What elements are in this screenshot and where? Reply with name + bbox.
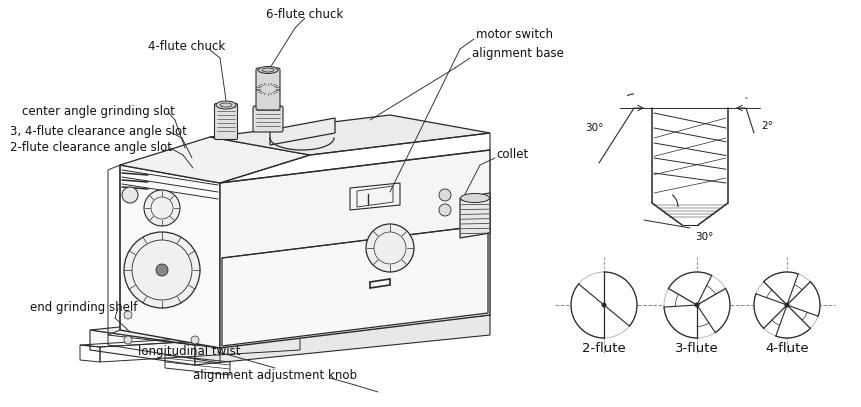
Ellipse shape (258, 66, 278, 74)
Circle shape (191, 336, 199, 344)
Text: 4-flute chuck: 4-flute chuck (148, 39, 226, 53)
Circle shape (439, 189, 451, 201)
Circle shape (754, 272, 820, 338)
Circle shape (144, 190, 180, 226)
Polygon shape (460, 193, 490, 238)
Circle shape (122, 187, 138, 203)
Text: 3-flute: 3-flute (675, 341, 719, 354)
Polygon shape (90, 330, 195, 365)
Text: center angle grinding slot: center angle grinding slot (22, 105, 175, 118)
Polygon shape (220, 150, 490, 348)
Circle shape (439, 204, 451, 216)
Polygon shape (120, 165, 220, 348)
Ellipse shape (216, 101, 236, 109)
Polygon shape (210, 115, 490, 155)
Circle shape (784, 303, 790, 307)
Circle shape (695, 303, 699, 307)
Circle shape (124, 336, 132, 344)
Polygon shape (120, 137, 310, 183)
Text: end grinding shelf: end grinding shelf (30, 302, 138, 315)
Circle shape (366, 224, 414, 272)
Text: collet: collet (496, 149, 529, 162)
Text: 2°: 2° (761, 121, 773, 131)
Text: 2-flute clearance angle slot: 2-flute clearance angle slot (10, 142, 172, 155)
Text: 3, 4-flute clearance angle slot: 3, 4-flute clearance angle slot (10, 125, 187, 138)
Text: 6-flute chuck: 6-flute chuck (266, 7, 344, 20)
Text: alignment base: alignment base (472, 48, 564, 61)
FancyBboxPatch shape (256, 68, 280, 110)
FancyBboxPatch shape (214, 103, 238, 140)
Circle shape (124, 232, 200, 308)
Text: 4-flute: 4-flute (765, 341, 808, 354)
Polygon shape (222, 225, 488, 346)
Circle shape (664, 272, 730, 338)
Text: longitudinal twist: longitudinal twist (138, 346, 240, 359)
Ellipse shape (461, 193, 490, 203)
Circle shape (602, 303, 606, 307)
FancyBboxPatch shape (253, 106, 283, 132)
Circle shape (156, 264, 168, 276)
Text: 30°: 30° (585, 123, 604, 133)
Polygon shape (195, 315, 490, 365)
Text: 2-flute: 2-flute (582, 341, 626, 354)
Text: motor switch: motor switch (476, 28, 553, 42)
Polygon shape (270, 118, 335, 145)
Circle shape (571, 272, 637, 338)
Text: 30°: 30° (695, 232, 714, 242)
Circle shape (124, 311, 132, 319)
Polygon shape (90, 300, 490, 345)
Text: alignment adjustment knob: alignment adjustment knob (193, 370, 357, 383)
